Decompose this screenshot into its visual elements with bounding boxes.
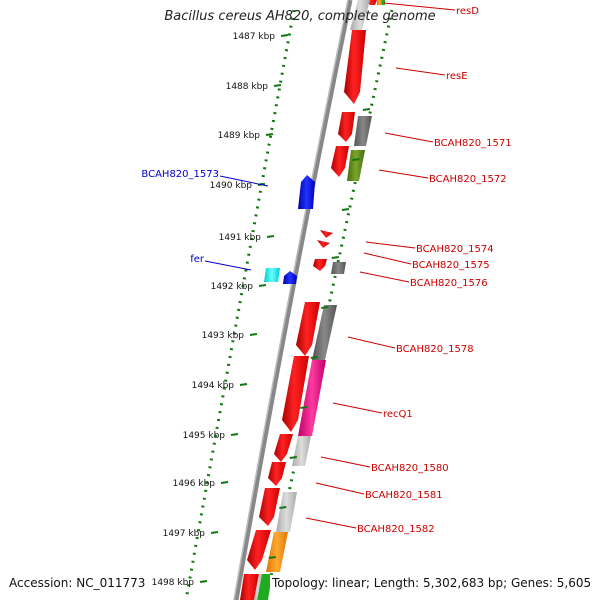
- gene-BCAH820_1578[interactable]: [296, 302, 320, 356]
- gene-recQ1[interactable]: [282, 356, 309, 432]
- hit-BCAH820_1581: [276, 492, 297, 532]
- accession-label: Accession: NC_011773: [7, 575, 148, 591]
- gene-label[interactable]: BCAH820_1574: [416, 244, 494, 255]
- backbone-highlight: [233, 0, 349, 600]
- genome-title: Bacillus cereus AH820, complete genome: [164, 9, 436, 24]
- tick-label: 1491 kbp: [219, 233, 262, 243]
- tick-label: 1490 kbp: [210, 181, 253, 191]
- gene-BCAH820_1572[interactable]: [331, 146, 349, 177]
- tick-label: 1488 kbp: [226, 82, 269, 92]
- callout-line: [347, 336, 396, 349]
- gene-label[interactable]: recQ1: [383, 409, 413, 420]
- tick-track-left: [184, 9, 296, 600]
- gene-resE[interactable]: [344, 30, 366, 104]
- callout-line: [365, 241, 416, 249]
- tick-mark: [239, 383, 248, 386]
- hit-BCAH820_1576: [331, 262, 346, 274]
- tick-mark: [230, 433, 239, 436]
- tick-mark: [279, 506, 287, 509]
- gene-label[interactable]: fer: [190, 254, 205, 265]
- hit-resD-orange: [377, 0, 382, 5]
- topology-label: Topology: linear; Length: 5,302,683 bp; …: [270, 575, 594, 591]
- gene-BCAH820_1571[interactable]: [338, 112, 355, 142]
- gene-fer-hit: [264, 268, 280, 282]
- gene-BCAH820_1580[interactable]: [274, 434, 293, 462]
- tick-mark: [289, 456, 297, 459]
- gene-label[interactable]: BCAH820_1580: [371, 463, 449, 474]
- gene-BCAH820_1574a[interactable]: [320, 230, 333, 238]
- callout-line: [305, 517, 357, 529]
- gene-label[interactable]: BCAH820_1581: [365, 490, 443, 501]
- tick-mark: [362, 108, 371, 111]
- gene-label[interactable]: BCAH820_1582: [357, 524, 435, 535]
- hit-recQ1: [298, 360, 326, 436]
- tick-labels: 1487 kbp 1488 kbp 1489 kbp 1490 kbp 1491 kbp…: [152, 32, 276, 588]
- tick-mark: [265, 133, 274, 136]
- gene-label[interactable]: BCAH820_1573: [141, 169, 219, 180]
- tick-label: 1496 kbp: [173, 479, 216, 489]
- tick-mark: [249, 333, 258, 336]
- callout-line: [363, 252, 412, 265]
- tick-label: 1497 kbp: [163, 529, 206, 539]
- tick-mark: [352, 158, 360, 161]
- gene-label[interactable]: resE: [446, 71, 468, 82]
- hit-BCAH820_1572: [347, 150, 365, 181]
- gene-BCAH820_1575[interactable]: [313, 259, 327, 271]
- gene-label[interactable]: BCAH820_1572: [429, 174, 507, 185]
- tick-label: 1494 kbp: [192, 381, 235, 391]
- gene-label[interactable]: resD: [456, 6, 479, 17]
- callout-line: [384, 132, 434, 143]
- tick-marks: [199, 34, 371, 583]
- tick-label: 1492 kbp: [211, 282, 254, 292]
- tick-mark: [273, 84, 282, 87]
- tick-mark: [258, 284, 267, 287]
- gene-BCAH820_1574b[interactable]: [317, 240, 330, 248]
- hit-resD-green: [382, 0, 385, 5]
- callout-line: [204, 260, 252, 271]
- tick-label: 1493 kbp: [202, 331, 245, 341]
- callout-line: [383, 2, 456, 11]
- hit-BCAH820_1578: [312, 305, 337, 360]
- gene-BCAH820_1580b[interactable]: [268, 462, 286, 486]
- gene-BCAH820_1573[interactable]: [298, 175, 315, 209]
- tick-label: 1487 kbp: [233, 32, 276, 42]
- tick-mark: [220, 481, 229, 484]
- gene-label[interactable]: BCAH820_1576: [410, 278, 488, 289]
- tick-mark: [266, 235, 275, 238]
- gene-BCAH820_1581[interactable]: [259, 488, 280, 526]
- tick-label: 1489 kbp: [218, 131, 261, 141]
- gene-BCAH820_1582[interactable]: [247, 530, 271, 570]
- callout-line: [395, 67, 446, 76]
- tick-mark: [341, 208, 350, 211]
- tick-mark: [321, 306, 329, 309]
- backbone-line: [233, 0, 353, 600]
- tick-mark: [199, 580, 208, 583]
- tick-mark: [300, 406, 308, 409]
- callout-line: [332, 402, 383, 414]
- gene-label[interactable]: BCAH820_1571: [434, 138, 512, 149]
- hit-grey-top: [350, 0, 370, 30]
- tick-mark: [331, 256, 339, 259]
- tick-label: 1495 kbp: [183, 431, 226, 441]
- tick-label: 1498 kbp: [152, 578, 195, 588]
- hit-BCAH820_1580: [292, 436, 311, 466]
- tick-mark: [210, 531, 219, 534]
- tick-mark: [280, 34, 289, 37]
- gene-fer[interactable]: [283, 271, 297, 284]
- gene-callouts: resD resE BCAH820_1571 BCAH820_1572 BCAH820_…: [141, 2, 512, 535]
- callout-line: [378, 169, 429, 179]
- hit-BCAH820_1571: [354, 116, 372, 146]
- callout-line: [320, 456, 371, 468]
- gene-label[interactable]: BCAH820_1575: [412, 260, 490, 271]
- tick-mark: [268, 556, 276, 559]
- gene-label[interactable]: BCAH820_1578: [396, 344, 474, 355]
- callout-line: [359, 271, 410, 283]
- callout-line: [315, 482, 365, 495]
- hit-bottom-grey: [254, 574, 262, 600]
- gene-bottom-red[interactable]: [240, 574, 259, 600]
- hit-BCAH820_1582: [266, 532, 288, 572]
- tick-mark: [310, 356, 318, 359]
- callout-line: [219, 175, 269, 187]
